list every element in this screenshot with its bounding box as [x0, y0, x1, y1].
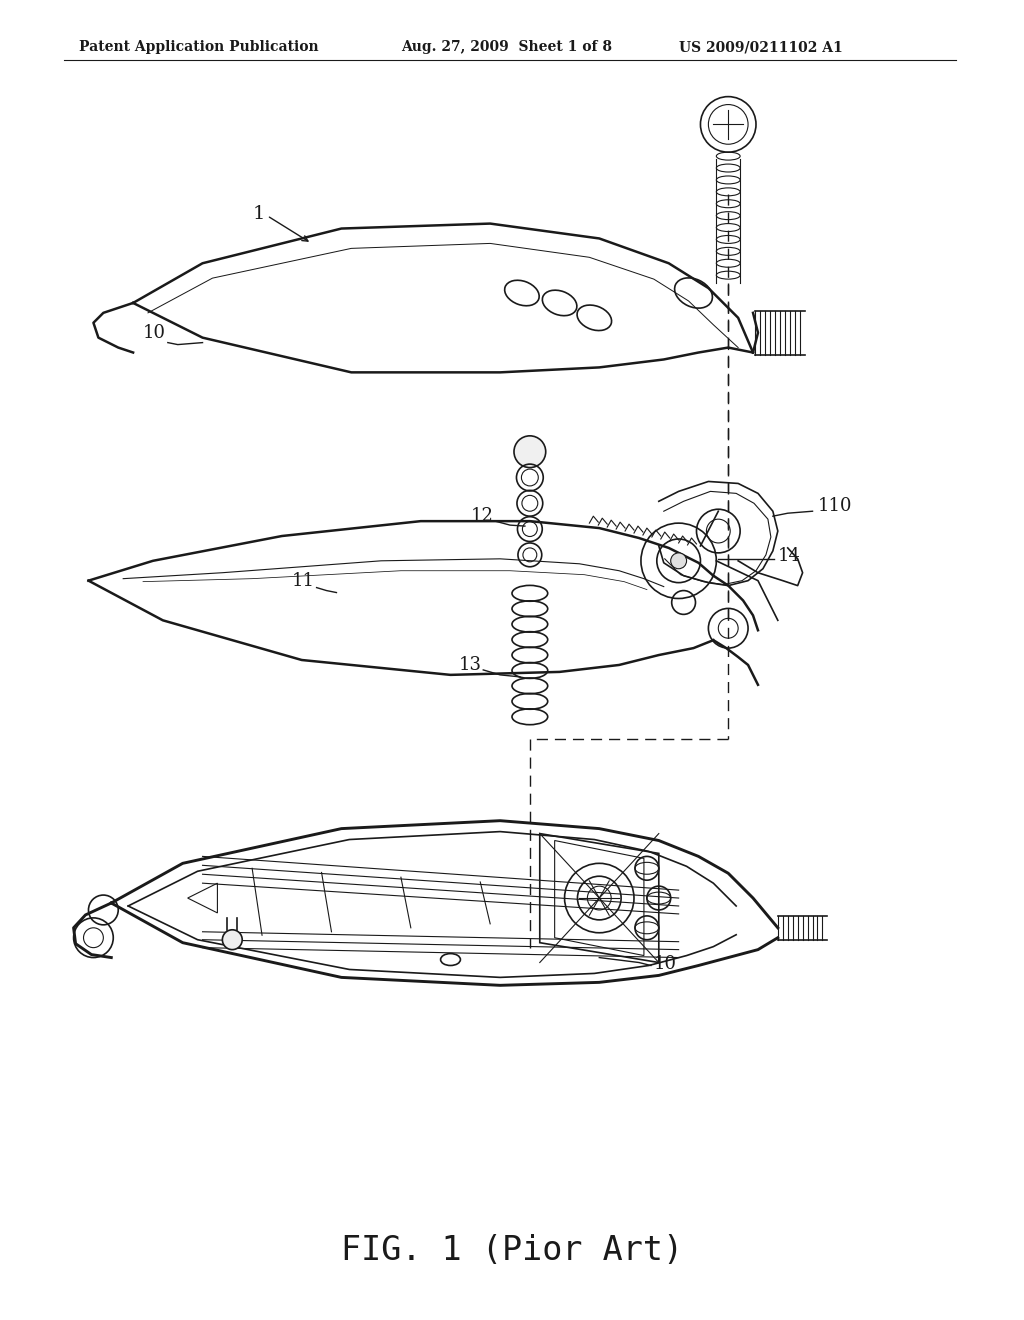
Text: US 2009/0211102 A1: US 2009/0211102 A1 — [679, 40, 843, 54]
Text: Aug. 27, 2009  Sheet 1 of 8: Aug. 27, 2009 Sheet 1 of 8 — [401, 40, 612, 54]
Text: 13: 13 — [459, 656, 481, 675]
Text: 1: 1 — [252, 205, 264, 223]
Text: 14: 14 — [778, 546, 801, 565]
Text: 110: 110 — [817, 498, 852, 515]
Text: FIG. 1 (Pior Art): FIG. 1 (Pior Art) — [341, 1234, 683, 1267]
Text: Patent Application Publication: Patent Application Publication — [79, 40, 318, 54]
Circle shape — [222, 929, 243, 949]
Text: 12: 12 — [470, 507, 494, 525]
Circle shape — [514, 436, 546, 467]
Text: 10: 10 — [143, 323, 166, 342]
Circle shape — [671, 553, 686, 569]
Text: 11: 11 — [292, 572, 314, 590]
Text: 10: 10 — [654, 956, 677, 973]
